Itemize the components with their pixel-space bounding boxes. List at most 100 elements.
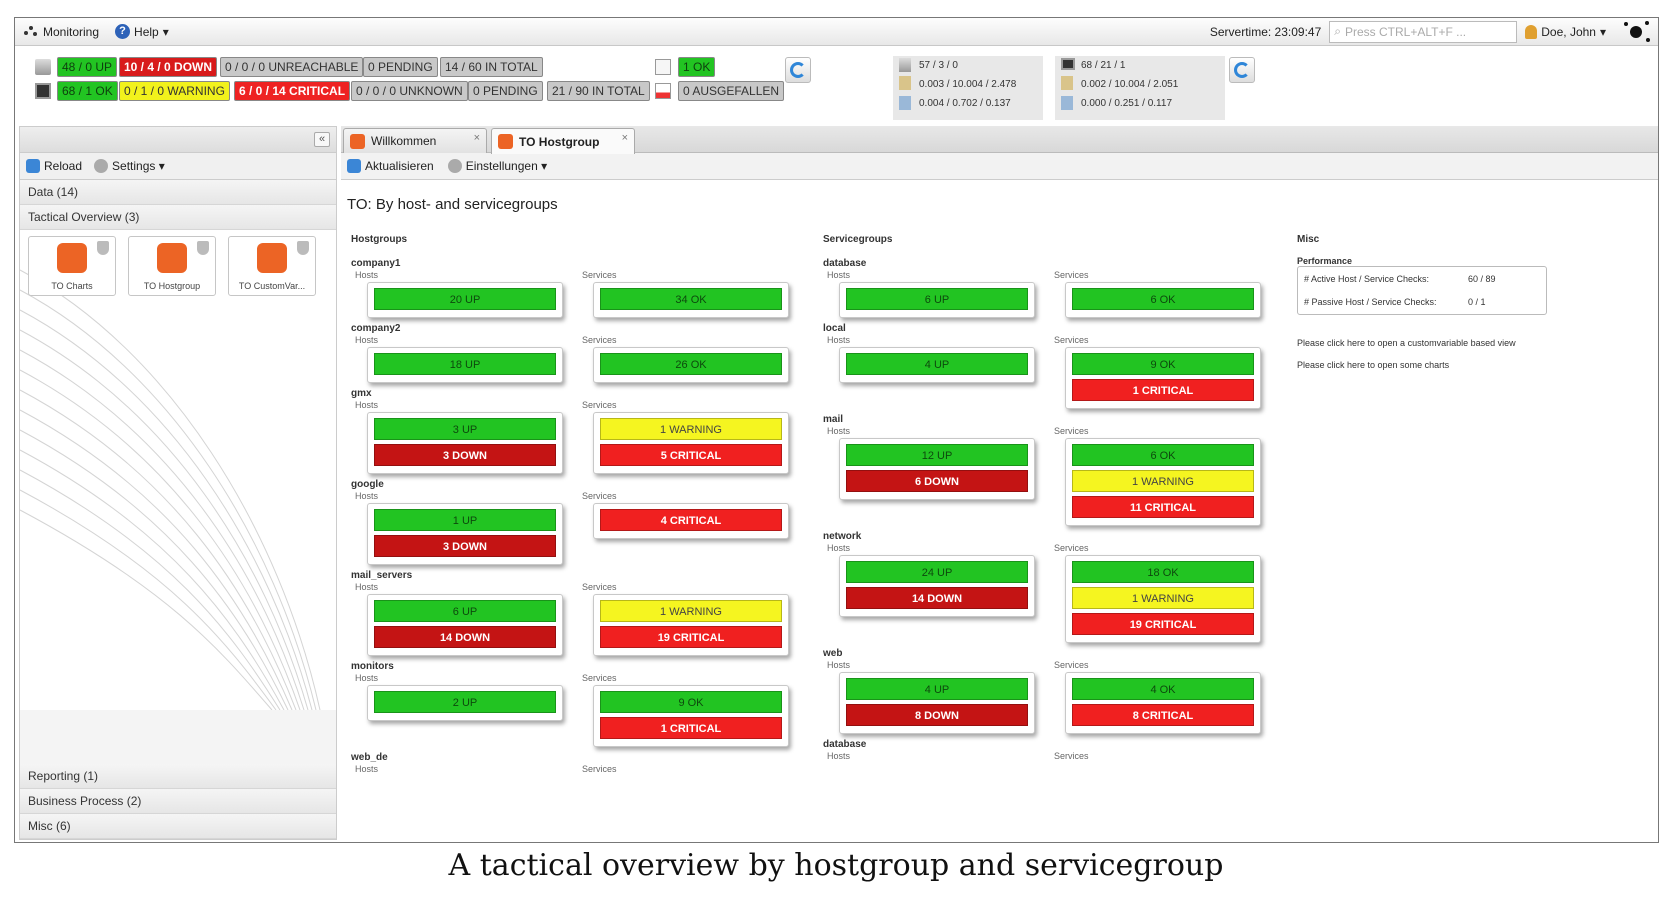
status-bar[interactable]: 1 UP [374,509,556,531]
accordion-misc[interactable]: Misc (6) [20,814,336,839]
status-bar[interactable]: 4 UP [846,353,1028,375]
status-bar[interactable]: 1 CRITICAL [600,717,782,739]
status-bar[interactable]: 9 OK [1072,353,1254,375]
tab-willkommen[interactable]: Willkommen × [343,128,487,153]
group-name[interactable]: database [823,739,867,750]
hosts-unreachable-badge[interactable]: 0 / 0 / 0 UNREACHABLE [220,57,364,77]
host-status-box: 3 UP 3 DOWN [367,412,563,474]
status-bar[interactable]: 4 OK [1072,678,1254,700]
bp-failed-badge[interactable]: 0 AUSGEFALLEN [678,81,785,101]
status-bar[interactable]: 8 DOWN [846,704,1028,726]
group-name[interactable]: gmx [351,388,372,399]
service-status-box: 34 OK [593,282,789,318]
status-bar[interactable]: 6 OK [1072,444,1254,466]
status-bar[interactable]: 5 CRITICAL [600,444,782,466]
status-bar[interactable]: 26 OK [600,353,782,375]
services-label: Services [582,335,617,345]
aktualisieren-button[interactable]: Aktualisieren [347,159,434,174]
group-name[interactable]: local [823,323,846,334]
status-bar[interactable]: 19 CRITICAL [1072,613,1254,635]
services-total-badge[interactable]: 21 / 90 IN TOTAL [547,81,650,101]
group-name[interactable]: mail [823,414,844,425]
status-bar[interactable]: 1 WARNING [600,418,782,440]
status-bar[interactable]: 1 WARNING [1072,470,1254,492]
status-bar[interactable]: 19 CRITICAL [600,626,782,648]
reload-button[interactable]: Reload [26,159,82,174]
status-bar[interactable]: 1 CRITICAL [1072,379,1254,401]
tile-to-charts[interactable]: TO Charts [28,236,116,296]
group-name[interactable]: web_de [351,752,388,763]
accordion-reporting[interactable]: Reporting (1) [20,764,336,789]
einstellungen-button[interactable]: Einstellungen ▾ [447,159,547,174]
status-bar[interactable]: 6 OK [1072,288,1254,310]
user-menu[interactable]: Doe, John ▾ [1517,18,1614,45]
accordion-business-process[interactable]: Business Process (2) [20,789,336,814]
status-bar[interactable]: 6 UP [846,288,1028,310]
status-bar[interactable]: 6 UP [374,600,556,622]
tile-to-customvar[interactable]: TO CustomVar... [228,236,316,296]
host-status-box: 1 UP 3 DOWN [367,503,563,565]
close-icon[interactable]: × [473,132,480,144]
hosts-down-badge[interactable]: 10 / 4 / 0 DOWN [119,57,218,77]
services-pending-badge[interactable]: 0 PENDING [468,81,543,101]
group-name[interactable]: mail_servers [351,570,413,581]
status-bar[interactable]: 12 UP [846,444,1028,466]
search-input[interactable]: ⌕ Press CTRL+ALT+F ... [1329,20,1518,43]
status-bar[interactable]: 18 OK [1072,561,1254,583]
status-bar[interactable]: 4 UP [846,678,1028,700]
status-bar[interactable]: 11 CRITICAL [1072,496,1254,518]
service-status-box: 9 OK 1 CRITICAL [1065,347,1261,409]
customvariable-view-link[interactable]: Please click here to open a customvariab… [1297,338,1516,348]
refresh-status-button[interactable] [785,57,811,83]
refresh-perf-button[interactable] [1229,57,1255,83]
settings-button[interactable]: Settings ▾ [94,159,165,174]
bp-ok-badge[interactable]: 1 OK [678,57,716,77]
collapse-left-panel-button[interactable]: « [314,132,330,147]
services-critical-badge[interactable]: 6 / 0 / 14 CRITICAL [234,81,351,101]
status-bar[interactable]: 18 UP [374,353,556,375]
services-ok-badge[interactable]: 68 / 1 OK [57,81,118,101]
help-menu[interactable]: ? Help ▾ [107,18,177,45]
hosts-pending-badge[interactable]: 0 PENDING [363,57,438,77]
group-name[interactable]: network [823,531,862,542]
status-bar[interactable]: 20 UP [374,288,556,310]
tag-icon [257,243,287,273]
status-bar[interactable]: 4 CRITICAL [600,509,782,531]
status-bar[interactable]: 3 DOWN [374,535,556,557]
status-bar[interactable]: 14 DOWN [846,587,1028,609]
status-bar[interactable]: 1 WARNING [600,600,782,622]
tab-to-hostgroup[interactable]: TO Hostgroup × [491,128,635,154]
status-bar[interactable]: 34 OK [600,288,782,310]
perf-left-counts: 57 / 3 / 0 [919,60,958,71]
accordion-data[interactable]: Data (14) [20,180,336,205]
hosts-total-badge[interactable]: 14 / 60 IN TOTAL [440,57,543,77]
status-bar[interactable]: 3 DOWN [374,444,556,466]
tile-to-hostgroup[interactable]: TO Hostgroup [128,236,216,296]
status-bar[interactable]: 14 DOWN [374,626,556,648]
menubar: Monitoring ? Help ▾ Servertime: 23:09:47… [15,18,1658,46]
services-label: Services [1054,426,1089,436]
accordion-tactical-overview[interactable]: Tactical Overview (3) [20,205,336,230]
services-label: Services [582,673,617,683]
monitoring-menu[interactable]: Monitoring [15,18,107,45]
pie-chart-icon [57,243,87,273]
hosts-up-badge[interactable]: 48 / 0 UP [57,57,118,77]
status-bar[interactable]: 24 UP [846,561,1028,583]
status-bar[interactable]: 2 UP [374,691,556,713]
status-bar[interactable]: 8 CRITICAL [1072,704,1254,726]
group-name[interactable]: web [823,648,843,659]
group-name[interactable]: company1 [351,258,401,269]
group-name[interactable]: monitors [351,661,394,672]
status-bar[interactable]: 3 UP [374,418,556,440]
close-icon[interactable]: × [621,132,628,144]
group-name[interactable]: company2 [351,323,401,334]
services-unknown-badge[interactable]: 0 / 0 / 0 UNKNOWN [351,81,468,101]
group-name[interactable]: database [823,258,867,269]
status-bar[interactable]: 1 WARNING [1072,587,1254,609]
services-warning-badge[interactable]: 0 / 1 / 0 WARNING [119,81,230,101]
status-bar[interactable]: 6 DOWN [846,470,1028,492]
tile-label: TO CustomVar... [238,281,306,291]
status-bar[interactable]: 9 OK [600,691,782,713]
charts-view-link[interactable]: Please click here to open some charts [1297,360,1450,370]
group-name[interactable]: google [351,479,384,490]
